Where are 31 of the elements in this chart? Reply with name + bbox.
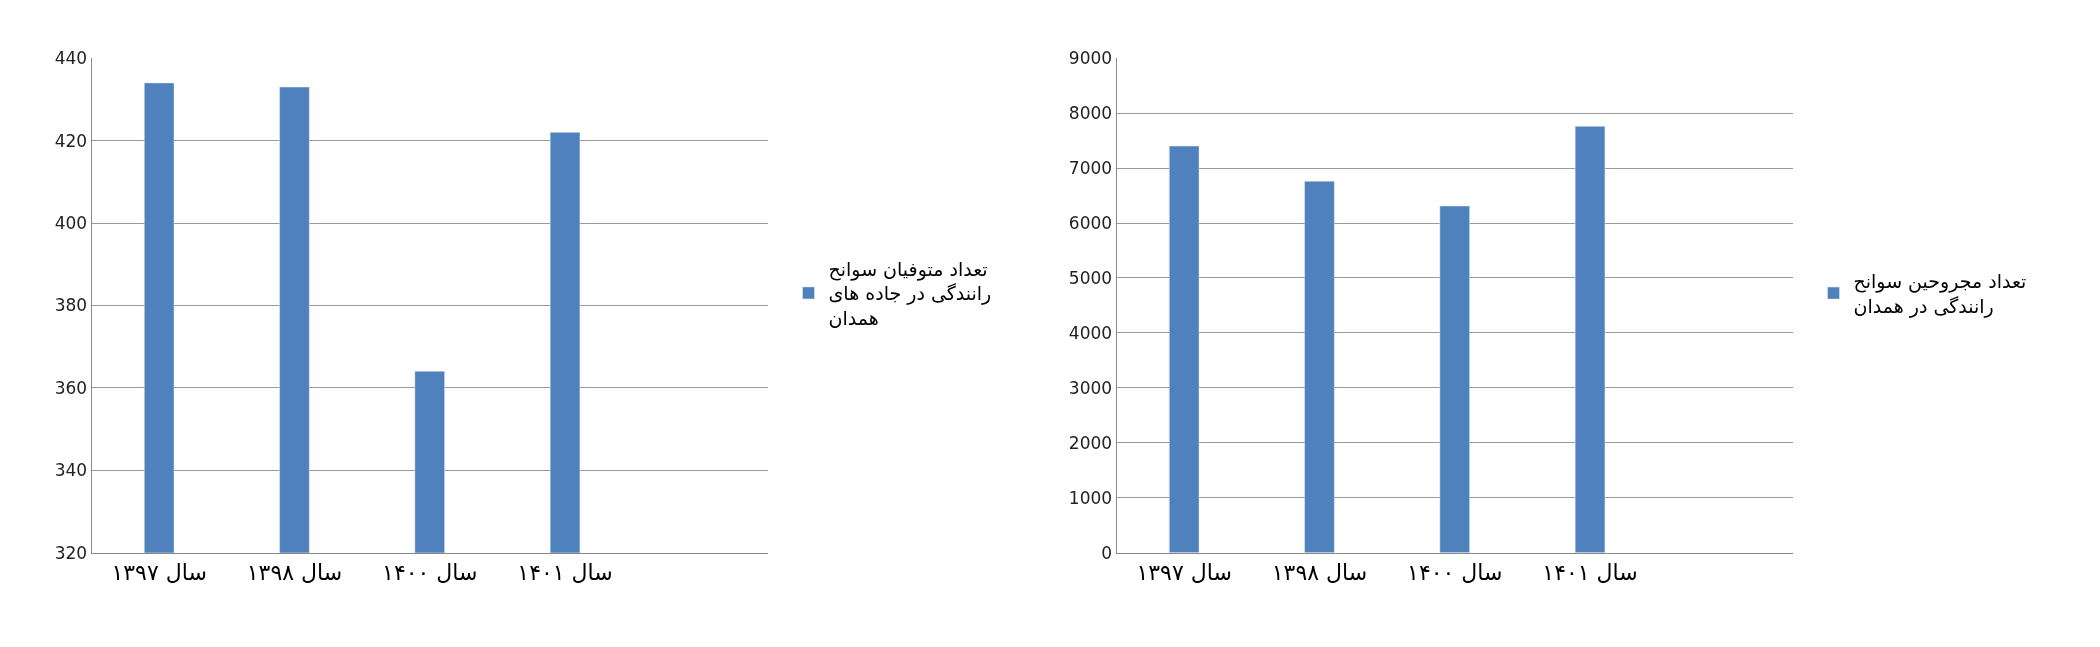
y-tick-label: 7000 bbox=[1068, 158, 1113, 179]
y-tick-label: 3000 bbox=[1068, 377, 1113, 398]
x-tick-label: سال ۱۳۹۷ bbox=[111, 560, 207, 586]
x-tick-label: سال ۱۴۰۱ bbox=[517, 560, 613, 586]
y-tick-label: 380 bbox=[54, 295, 88, 316]
y-tick-label: 2000 bbox=[1068, 432, 1113, 453]
y-tick-label: 0 bbox=[1101, 542, 1113, 563]
y-tick-label: 9000 bbox=[1068, 48, 1113, 69]
x-tick-label: سال ۱۳۹۸ bbox=[1271, 560, 1368, 586]
x-tick-label: سال ۱۳۹۸ bbox=[246, 560, 343, 586]
bar bbox=[1439, 205, 1470, 553]
legend-label: تعداد مجروحین سوانح رانندگی در همدان bbox=[1853, 270, 2027, 318]
y-tick-label: 1000 bbox=[1068, 487, 1113, 508]
bar bbox=[1304, 181, 1335, 553]
y-tick-label: 6000 bbox=[1068, 212, 1113, 233]
y-tick-label: 420 bbox=[54, 130, 88, 151]
y-tick-label: 8000 bbox=[1068, 103, 1113, 124]
y-tick-label: 440 bbox=[54, 48, 88, 69]
x-tick-label: سال ۱۴۰۱ bbox=[1542, 560, 1638, 586]
y-tick-label: 4000 bbox=[1068, 322, 1113, 343]
x-tick-label: سال ۱۴۰۰ bbox=[1407, 560, 1503, 586]
bar bbox=[1574, 126, 1606, 553]
y-tick-label: 360 bbox=[54, 377, 88, 398]
x-tick-label: سال ۱۳۹۷ bbox=[1136, 560, 1232, 586]
bar bbox=[1169, 145, 1200, 553]
y-tick-label: 320 bbox=[54, 542, 88, 563]
y-tick-label: 400 bbox=[54, 212, 88, 233]
y-tick-label: 5000 bbox=[1068, 267, 1113, 288]
legend-label: تعداد متوفیان سوانح رانندگی در جاده های همدان bbox=[828, 257, 992, 330]
y-tick-label: 340 bbox=[54, 460, 88, 481]
x-tick-label: سال ۱۴۰۰ bbox=[382, 560, 478, 586]
